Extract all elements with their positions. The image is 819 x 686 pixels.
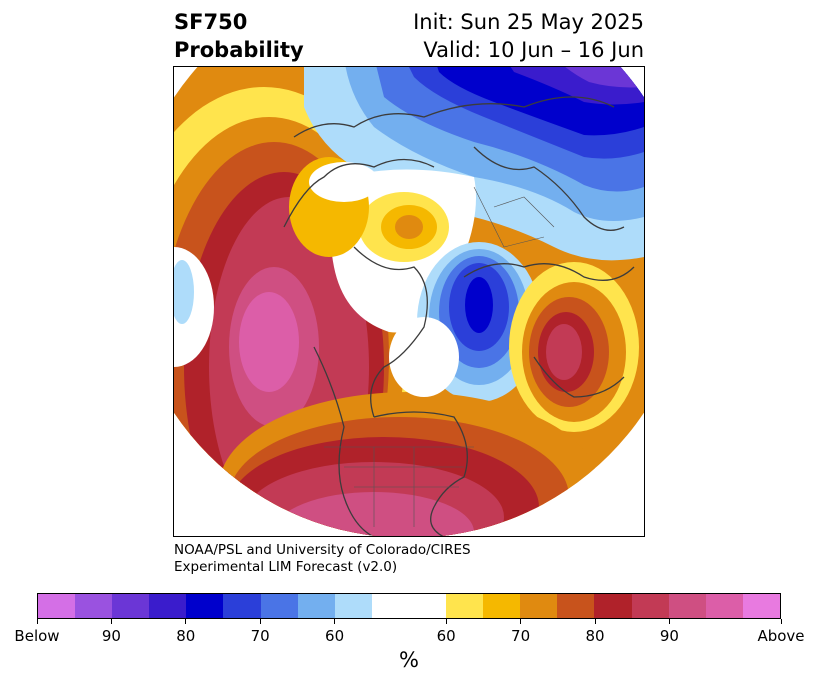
colorbar-tick-label: 80 <box>176 627 196 645</box>
colorbar-segment <box>223 594 261 618</box>
contour-warm-south-90 <box>274 492 474 536</box>
colorbar-units: % <box>399 648 419 672</box>
colorbar-tick-label: 90 <box>659 627 679 645</box>
colorbar-tick-label: 80 <box>585 627 605 645</box>
colorbar-segment <box>520 594 558 618</box>
colorbar-segment <box>705 594 743 618</box>
init-date: Init: Sun 25 May 2025 <box>413 10 644 34</box>
colorbar-tick-label: 70 <box>250 627 270 645</box>
colorbar-segment <box>38 594 76 618</box>
contour-normal-hudson <box>389 317 459 397</box>
contour-normal-west <box>174 247 214 367</box>
contour-cool-center-80 <box>465 277 493 333</box>
colorbar-tick <box>520 619 522 624</box>
colorbar-segment <box>668 594 706 618</box>
title-line-variable: SF750 <box>174 10 248 34</box>
colorbar-segment <box>371 594 409 618</box>
colorbar-tick <box>185 619 187 624</box>
coastlines <box>283 96 635 536</box>
contour-cool-west-60 <box>174 260 194 324</box>
colorbar-tick-label: Below <box>14 627 60 645</box>
colorbar-segment <box>149 594 187 618</box>
colorbar-tick-label: 90 <box>101 627 121 645</box>
colorbar-segment <box>446 594 484 618</box>
colorbar-segment <box>334 594 372 618</box>
colorbar-segment <box>260 594 298 618</box>
colorbar-segment <box>112 594 150 618</box>
colorbar-segment <box>297 594 335 618</box>
contour-warm-greenland-70 <box>395 215 423 239</box>
colorbar-tick <box>36 619 38 624</box>
title-line-probability: Probability <box>174 38 304 62</box>
contour-warm-west-95 <box>239 292 299 392</box>
colorbar-tick-label: 70 <box>511 627 531 645</box>
colorbar-tick <box>445 619 447 624</box>
borders <box>324 186 555 527</box>
colorbar-tick <box>780 619 782 624</box>
contour-normal-alaska <box>309 162 379 202</box>
colorbar-segment <box>75 594 113 618</box>
colorbar-tick-label: 60 <box>436 627 456 645</box>
forecast-map <box>173 66 645 537</box>
credit-line-2: Experimental LIM Forecast (v2.0) <box>174 559 398 575</box>
credit-line-1: NOAA/PSL and University of Colorado/CIRE… <box>174 542 471 558</box>
colorbar-tick <box>259 619 261 624</box>
colorbar-tick <box>110 619 112 624</box>
colorbar <box>37 593 781 619</box>
colorbar-segment <box>408 594 447 618</box>
credit-text: NOAA/PSL and University of Colorado/CIRE… <box>174 542 471 576</box>
map-title: SF750 Probability <box>174 8 304 64</box>
colorbar-tick-label: Above <box>757 627 805 645</box>
colorbar-tick <box>594 619 596 624</box>
colorbar-tick <box>668 619 670 624</box>
colorbar-segment <box>631 594 669 618</box>
contour-cool-north-90 <box>554 67 644 88</box>
forecast-dates: Init: Sun 25 May 2025 Valid: 10 Jun – 16… <box>413 8 644 64</box>
colorbar-segment <box>742 594 780 618</box>
colorbar-tick <box>334 619 336 624</box>
colorbar-segment <box>594 594 632 618</box>
probability-map-svg <box>174 67 644 536</box>
contour-warm-east-85 <box>546 324 582 380</box>
colorbar-segment <box>186 594 224 618</box>
colorbar-tick-label: 60 <box>325 627 345 645</box>
colorbar-segment <box>483 594 521 618</box>
valid-dates: Valid: 10 Jun – 16 Jun <box>423 38 644 62</box>
colorbar-segment <box>557 594 595 618</box>
